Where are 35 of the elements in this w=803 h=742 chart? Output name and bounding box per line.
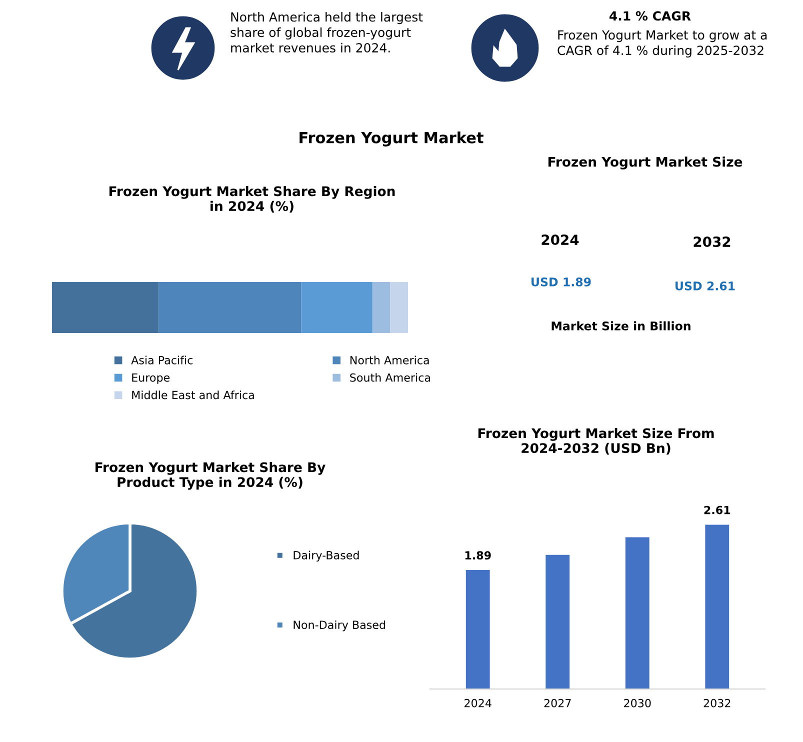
legend-label: Middle East and Africa xyxy=(132,390,254,400)
bar xyxy=(546,554,570,689)
legend-label: Non-Dairy Based xyxy=(294,620,386,632)
text: USD 1.89 xyxy=(532,277,591,286)
bar xyxy=(625,537,650,689)
x-tick-label: 2032 xyxy=(704,698,730,708)
text: USD 2.61 xyxy=(676,281,735,290)
text: 2024 xyxy=(542,234,579,246)
data-label: 2.61 xyxy=(704,506,730,514)
legend-label: North America xyxy=(350,356,429,364)
text: Frozen Yogurt Market to grow at a CAGR of 4.1 % during 2025-2032 xyxy=(558,30,767,58)
text: 2032 xyxy=(694,236,730,248)
bar xyxy=(466,570,490,689)
chart-title: Frozen Yogurt Market Share By Region in 2024 (%) xyxy=(109,186,395,213)
bar xyxy=(158,282,302,333)
bar xyxy=(705,524,730,689)
text: Frozen Yogurt Market Size xyxy=(548,156,742,170)
x-tick-label: 2027 xyxy=(544,698,571,708)
legend-label: Asia Pacific xyxy=(131,356,193,364)
text: North America held the largest share of global frozen-yogurt market revenues in 2024. xyxy=(230,12,423,53)
legend-label: South America xyxy=(350,373,430,382)
x-tick-label: 2030 xyxy=(624,698,651,708)
text: Market Size in Billion xyxy=(552,321,690,330)
bar xyxy=(372,282,390,333)
x-tick-label: 2024 xyxy=(464,698,492,708)
legend-label: Europe xyxy=(132,374,170,384)
text: Frozen Yogurt Market xyxy=(300,132,484,146)
chart-title: Frozen Yogurt Market Size From 2024-2032 (USD Bn) xyxy=(478,428,714,455)
chart-title: Frozen Yogurt Market Share By Product Type in 2024 (%) xyxy=(96,462,326,490)
bar xyxy=(390,282,408,333)
legend-label: Dairy-Based xyxy=(294,550,359,562)
bar xyxy=(52,282,159,333)
text: 4.1 % CAGR xyxy=(610,11,691,21)
data-label: 1.89 xyxy=(465,551,491,560)
bar xyxy=(301,282,372,333)
